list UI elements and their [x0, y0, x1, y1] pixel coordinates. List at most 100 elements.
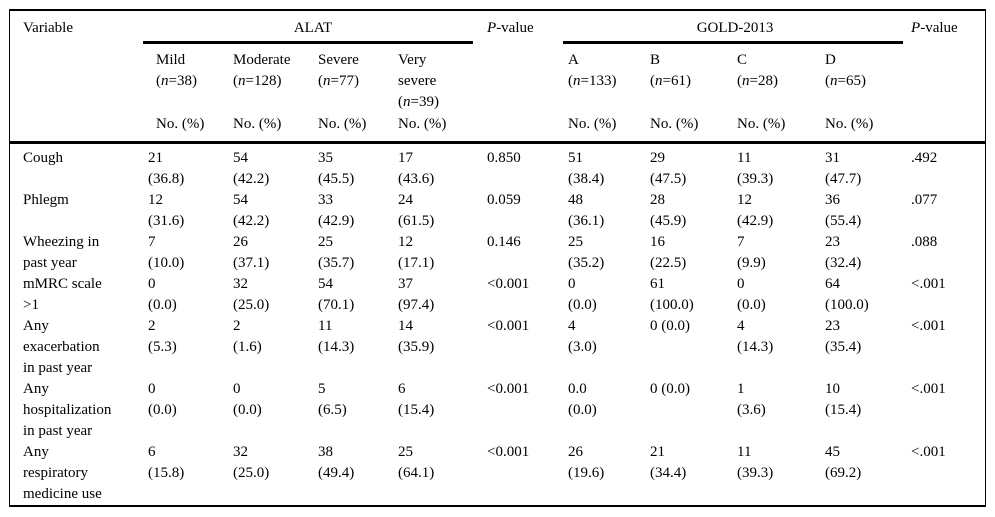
cell-gold-b: 0 (0.0) — [645, 316, 732, 379]
cell-line: 51 — [568, 149, 584, 166]
header-line: (n=28) — [737, 73, 778, 89]
cell-line: (3.0) — [568, 338, 597, 355]
unit-header-alat-moderate: No. (%) — [233, 116, 282, 132]
cell-line: (45.5) — [318, 170, 355, 187]
cell-line: 23 — [825, 233, 841, 250]
cell-alat-mild: 21 (36.8) — [143, 142, 228, 190]
cell-gold-c: 0 (0.0) — [732, 274, 820, 316]
cell-gold-c: 4 (14.3) — [732, 316, 820, 379]
header-line: A — [568, 52, 579, 68]
cell-line: in past year — [23, 422, 93, 439]
cell-line: (35.7) — [318, 254, 355, 271]
cell-line: 45 — [825, 443, 841, 460]
group-header-p-value-gold: P-value — [911, 20, 958, 36]
cell-line: <.001 — [911, 443, 946, 460]
cell-line: Cough — [23, 149, 64, 166]
cell-gold-a: 0.0 (0.0) — [563, 379, 645, 442]
cell-alat-moderate: 26 (37.1) — [228, 232, 313, 274]
cell-line: (25.0) — [233, 296, 270, 313]
unit-header-gold-a: No. (%) — [568, 116, 617, 132]
cell-line: 11 — [737, 149, 752, 166]
cell-p-value-gold: .088 — [906, 232, 985, 274]
cell-line: 32 — [233, 443, 248, 460]
cell-line: hospitalization — [23, 401, 112, 418]
cell-line: 48 — [568, 191, 584, 208]
header-line: severe — [398, 73, 437, 89]
cell-line: 26 — [233, 233, 248, 250]
group-header-gold: GOLD-2013 — [563, 10, 906, 44]
cell-line: 2 — [233, 317, 241, 334]
header-line: (n=39) — [398, 94, 439, 110]
header-line: Very — [398, 52, 427, 68]
table-row: Any respiratory medicine use 6 (15.8) 32 (25.0… — [10, 442, 985, 506]
cell-line: (0.0) — [737, 296, 766, 313]
cell-line: (64.1) — [398, 464, 435, 481]
cell-line: 37 — [398, 275, 413, 292]
cell-p-value-gold: <.001 — [906, 442, 985, 506]
cell-line: in past year — [23, 359, 93, 376]
unit-header-alat-severe: No. (%) — [318, 116, 367, 132]
cell-line: 25 — [398, 443, 413, 460]
cell-alat-severe: 11 (14.3) — [313, 316, 393, 379]
cell-gold-a: 4 (3.0) — [563, 316, 645, 379]
cell-p-value-gold: .077 — [906, 190, 985, 232]
header-line: (n=128) — [233, 73, 282, 89]
cell-line: 29 — [650, 149, 666, 166]
cell-line: past year — [23, 254, 77, 271]
table-row: Cough 21 (36.8) 54 (42.2) 35 (45.5) 17 (43.6) 0.8… — [10, 142, 985, 190]
cell-line: 10 — [825, 380, 841, 397]
cell-line: (49.4) — [318, 464, 355, 481]
cell-gold-d: 45 (69.2) — [820, 442, 906, 506]
header-line: (n=65) — [825, 73, 866, 89]
cell-line: .077 — [911, 191, 938, 208]
cell-alat-mild: 2 (5.3) — [143, 316, 228, 379]
column-header-gold-d: D (n=65) — [820, 44, 906, 114]
cell-line: 0.146 — [487, 233, 521, 250]
header-line: B — [650, 52, 661, 68]
column-header-gold-c: C (n=28) — [732, 44, 820, 114]
cell-line: 61 — [650, 275, 666, 292]
column-header-alat-very-severe: Very severe (n=39) — [393, 44, 482, 114]
cell-line: 24 — [398, 191, 413, 208]
cell-line: (9.9) — [737, 254, 766, 271]
cell-gold-b: 16 (22.5) — [645, 232, 732, 274]
table-row: mMRC scale >1 0 (0.0) 32 (25.0) 54 (70.1) 37 (97.… — [10, 274, 985, 316]
cell-line: 33 — [318, 191, 333, 208]
cell-gold-b: 61 (100.0) — [645, 274, 732, 316]
cell-gold-d: 23 (35.4) — [820, 316, 906, 379]
cell-p-value-alat: <0.001 — [482, 316, 563, 379]
cell-line: 23 — [825, 317, 841, 334]
cell-alat-mild: 0 (0.0) — [143, 274, 228, 316]
cell-line: (55.4) — [825, 212, 862, 229]
cell-line: 21 — [148, 149, 163, 166]
cell-alat-very-severe: 12 (17.1) — [393, 232, 482, 274]
header-line: D — [825, 52, 836, 68]
header-line: (n=61) — [650, 73, 691, 89]
table-frame: Variable ALAT P-value GOLD-2013 P-value … — [9, 9, 986, 507]
unit-header-gold-c: No. (%) — [737, 116, 786, 132]
unit-header-gold-d: No. (%) — [825, 116, 874, 132]
cell-line: 0 (0.0) — [650, 317, 691, 334]
cell-line: 14 — [398, 317, 413, 334]
cell-line: (22.5) — [650, 254, 687, 271]
cell-line: (97.4) — [398, 296, 435, 313]
cell-line: (34.4) — [650, 464, 687, 481]
cell-gold-d: 64 (100.0) — [820, 274, 906, 316]
cell-line: 38 — [318, 443, 333, 460]
cell-variable: Any hospitalization in past year — [10, 379, 143, 442]
cell-line: 54 — [233, 191, 248, 208]
cell-gold-a: 48 (36.1) — [563, 190, 645, 232]
cell-p-value-gold: <.001 — [906, 379, 985, 442]
cell-line: (35.2) — [568, 254, 605, 271]
cell-alat-very-severe: 37 (97.4) — [393, 274, 482, 316]
column-header-alat-severe: Severe (n=77) — [313, 44, 393, 114]
cell-line: 0.850 — [487, 149, 521, 166]
cell-line: Any — [23, 380, 49, 397]
cell-line: (100.0) — [825, 296, 869, 313]
cell-line: <.001 — [911, 275, 946, 292]
cell-line: (15.8) — [148, 464, 185, 481]
cell-line: mMRC scale — [23, 275, 102, 292]
cell-line: 6 — [148, 443, 156, 460]
cell-line: 5 — [318, 380, 326, 397]
